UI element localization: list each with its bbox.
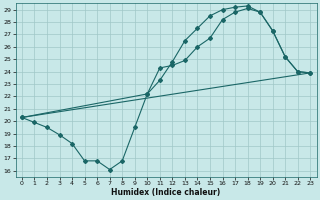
X-axis label: Humidex (Indice chaleur): Humidex (Indice chaleur) xyxy=(111,188,221,197)
